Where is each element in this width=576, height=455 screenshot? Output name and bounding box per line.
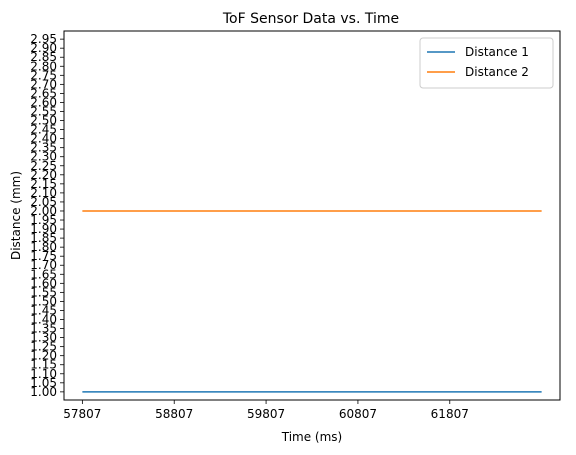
y-tick-label-8: 1.40 <box>30 313 57 327</box>
y-tick-label-11: 1.55 <box>30 285 57 299</box>
y-tick-label-1: 1.05 <box>30 376 57 390</box>
y-tick-label-29: 2.45 <box>30 123 57 137</box>
y-tick-label-34: 2.70 <box>30 77 57 91</box>
y-tick-label-27: 2.35 <box>30 141 57 155</box>
legend-frame <box>419 37 554 89</box>
x-tick-label-0: 57807 <box>63 407 101 421</box>
y-tick-label-10: 1.50 <box>30 294 57 308</box>
legend-label-2: Distance 2 <box>465 65 529 79</box>
chart-title: ToF Sensor Data vs. Time <box>222 11 399 27</box>
y-tick-label-3: 1.15 <box>30 358 57 372</box>
y-tick-label-21: 2.05 <box>30 195 57 209</box>
y-tick-label-12: 1.60 <box>30 276 57 290</box>
x-tick-label-2: 59807 <box>247 407 285 421</box>
x-tick-label-1: 58807 <box>155 407 193 421</box>
y-tick-label-14: 1.70 <box>30 258 57 272</box>
y-tick-label-5: 1.25 <box>30 340 57 354</box>
y-tick-label-22: 2.10 <box>30 186 57 200</box>
y-tick-label-6: 1.30 <box>30 331 57 345</box>
y-tick-label-7: 1.35 <box>30 322 57 336</box>
y-tick-label-9: 1.45 <box>30 303 57 317</box>
x-axis-label: Time (ms) <box>281 430 343 444</box>
y-tick-label-16: 1.80 <box>30 240 57 254</box>
y-tick-label-24: 2.20 <box>30 168 57 182</box>
legend: Distance 1 Distance 2 <box>419 37 554 89</box>
y-axis-label: Distance (mm) <box>9 171 23 260</box>
y-tick-label-37: 2.85 <box>30 50 57 64</box>
axes-frame <box>63 30 561 401</box>
legend-label-1: Distance 1 <box>465 45 529 59</box>
y-tick-label-32: 2.60 <box>30 95 57 109</box>
y-tick-label-20: 2.00 <box>30 204 57 218</box>
y-tick-label-2: 1.10 <box>30 367 57 381</box>
y-tick-label-25: 2.25 <box>30 159 57 173</box>
x-tick-label-4: 61807 <box>431 407 469 421</box>
y-tick-label-35: 2.75 <box>30 68 57 82</box>
x-tick-label-3: 60807 <box>339 407 377 421</box>
y-tick-label-23: 2.15 <box>30 177 57 191</box>
y-tick-label-28: 2.40 <box>30 132 57 146</box>
y-tick-label-33: 2.65 <box>30 86 57 100</box>
y-tick-label-17: 1.85 <box>30 231 57 245</box>
y-tick-label-38: 2.90 <box>30 41 57 55</box>
plot-area <box>82 210 542 393</box>
y-tick-label-4: 1.20 <box>30 349 57 363</box>
y-tick-label-39: 2.95 <box>30 32 57 46</box>
y-tick-label-31: 2.55 <box>30 104 57 118</box>
y-tick-label-19: 1.95 <box>30 213 57 227</box>
y-tick-label-13: 1.65 <box>30 267 57 281</box>
y-tick-label-26: 2.30 <box>30 150 57 164</box>
y-tick-label-30: 2.50 <box>30 114 57 128</box>
y-tick-label-36: 2.80 <box>30 59 57 73</box>
y-tick-label-15: 1.75 <box>30 249 57 263</box>
y-tick-label-0: 1.00 <box>30 385 57 399</box>
y-tick-label-18: 1.90 <box>30 222 57 236</box>
